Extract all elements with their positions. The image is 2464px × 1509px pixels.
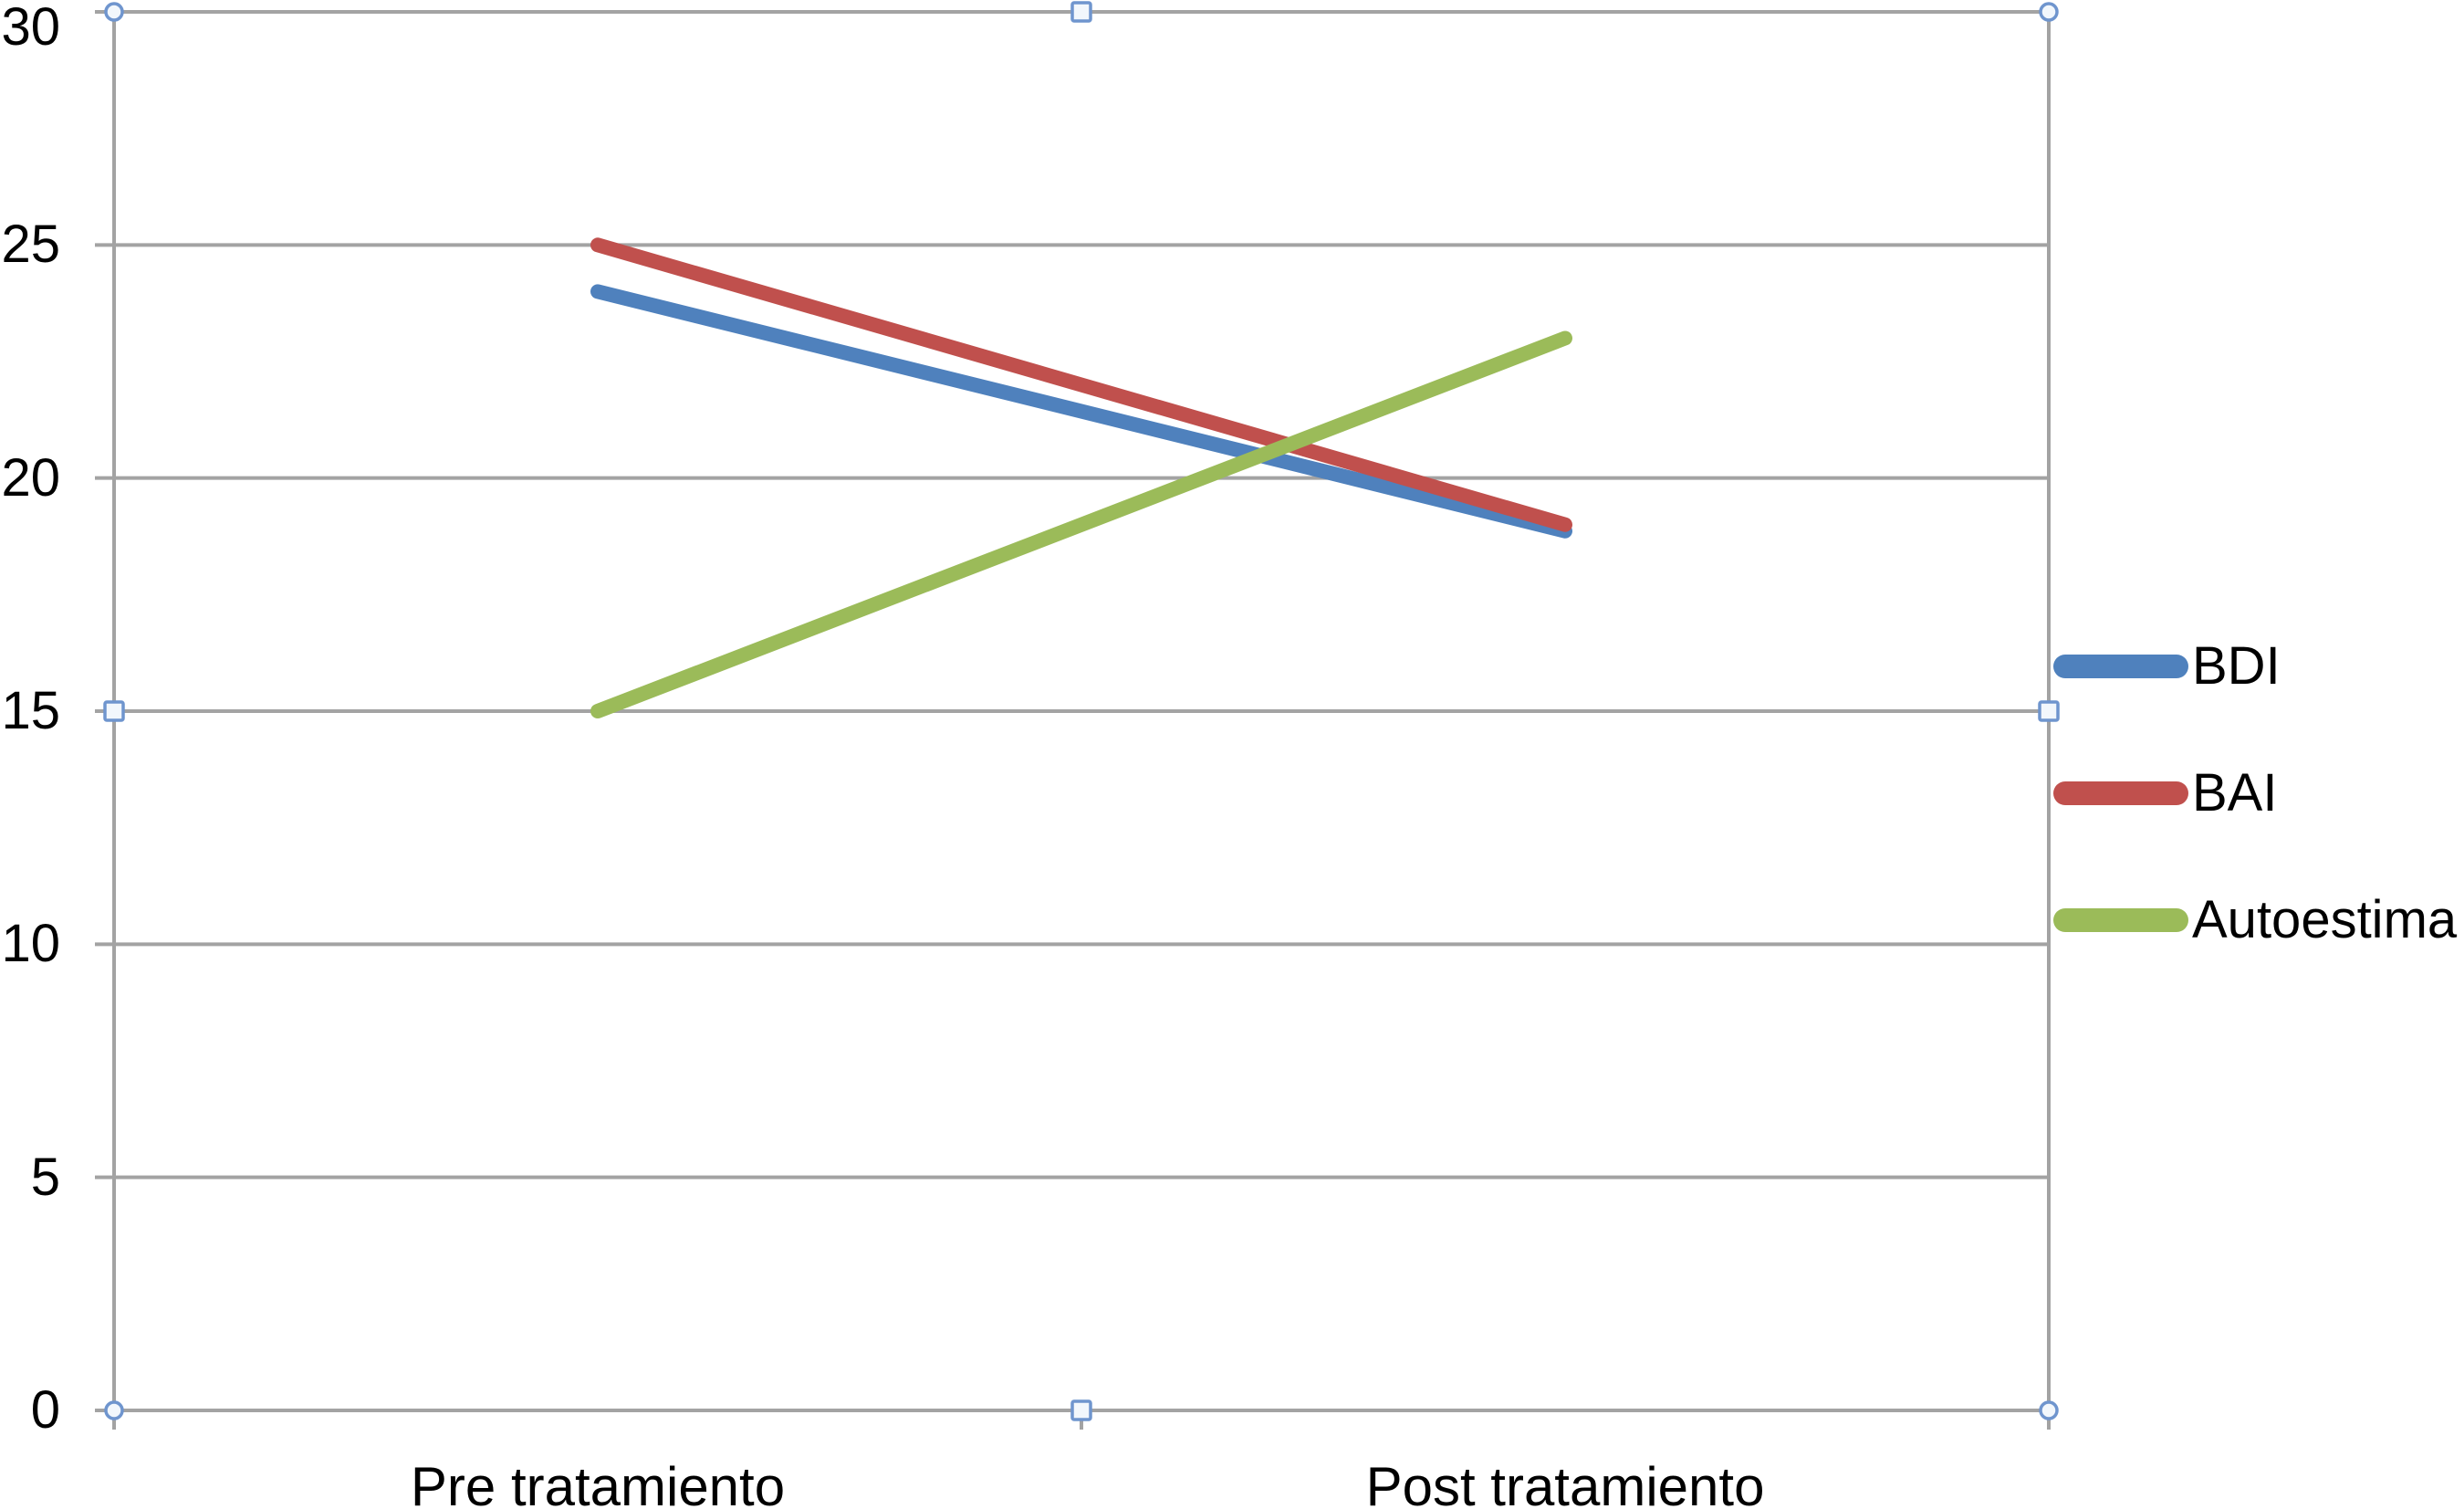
y-axis-tick-label: 25 — [1, 215, 60, 275]
resize-handle-corner-3[interactable] — [2039, 1400, 2059, 1420]
y-axis-tick-label: 10 — [1, 914, 60, 974]
resize-handle-corner-2[interactable] — [104, 1400, 124, 1420]
y-axis-tick-label: 15 — [1, 681, 60, 740]
legend-swatch-BAI[interactable] — [2053, 781, 2188, 805]
resize-handle-edge-0[interactable] — [1070, 1, 1092, 23]
series-line-BAI[interactable] — [590, 237, 1572, 532]
y-axis-tick-label: 20 — [1, 447, 60, 508]
resize-handle-corner-0[interactable] — [104, 2, 124, 22]
resize-handle-edge-2[interactable] — [103, 700, 125, 722]
legend-label-BDI[interactable]: BDI — [2192, 636, 2281, 696]
legend-label-Autoestima[interactable]: Autoestima — [2192, 890, 2458, 949]
y-axis-tick-label: 30 — [1, 0, 60, 57]
resize-handle-edge-3[interactable] — [2038, 700, 2060, 722]
series-line-BDI[interactable] — [590, 284, 1572, 539]
resize-handle-corner-1[interactable] — [2039, 2, 2059, 22]
y-axis-tick-label: 5 — [30, 1147, 60, 1207]
legend-swatch-BDI[interactable] — [2053, 655, 2188, 678]
x-axis-category-label: Post tratamiento — [1365, 1456, 1765, 1509]
series-line-Autoestima[interactable] — [590, 330, 1572, 718]
y-axis-tick-label: 0 — [30, 1380, 60, 1440]
legend-label-BAI[interactable]: BAI — [2192, 763, 2278, 823]
x-axis-category-label: Pre tratamiento — [410, 1456, 786, 1509]
resize-handle-edge-1[interactable] — [1070, 1399, 1092, 1421]
legend-swatch-Autoestima[interactable] — [2053, 908, 2188, 932]
